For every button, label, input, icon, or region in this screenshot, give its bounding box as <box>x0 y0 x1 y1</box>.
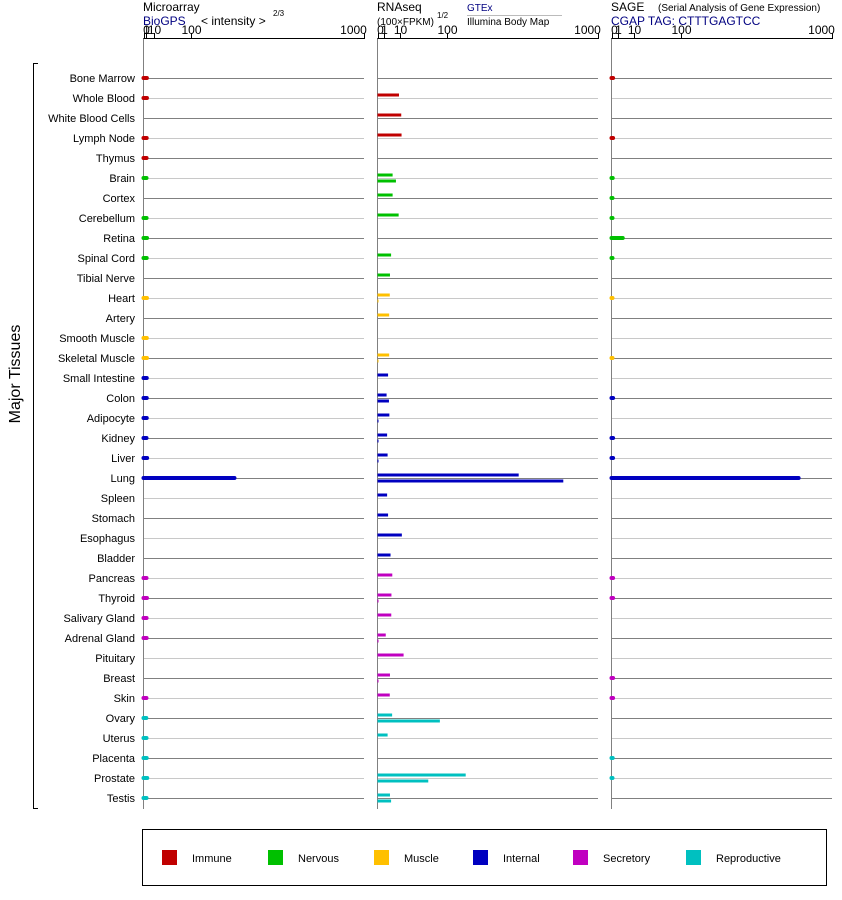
tissue-label-prostate: Prostate <box>94 773 135 785</box>
microarray-source-link[interactable]: BioGPS <box>143 14 186 28</box>
tissue-label-skin: Skin <box>114 693 135 705</box>
tissue-label-thyroid: Thyroid <box>98 593 135 605</box>
sage-tick-label: 0 <box>611 23 618 37</box>
microarray-tick-label: 100 <box>181 23 201 37</box>
legend-label-internal: Internal <box>503 853 540 865</box>
tissue-label-white-blood-cells: White Blood Cells <box>48 113 135 125</box>
tissue-label-breast: Breast <box>103 673 135 685</box>
legend-box <box>142 829 827 886</box>
microarray-tick-label: 1000 <box>340 23 367 37</box>
rnaseq-tick-label: 0 <box>377 23 384 37</box>
tissue-label-spinal-cord: Spinal Cord <box>78 253 135 265</box>
legend-label-secretory: Secretory <box>603 853 651 865</box>
rnaseq-tick-label: 100 <box>437 23 457 37</box>
tissue-label-heart: Heart <box>108 293 135 305</box>
tissue-label-esophagus: Esophagus <box>80 533 136 545</box>
tissue-label-thymus: Thymus <box>96 153 136 165</box>
rnaseq-tick-label: 1 <box>381 23 388 37</box>
rnaseq-scale-exponent: 1/2 <box>437 11 449 20</box>
y-axis-bracket <box>33 63 38 809</box>
panel-rnaseq: 01 10 100 1000 <box>377 23 601 809</box>
legend-swatch-nervous <box>268 850 283 865</box>
tissue-label-cerebellum: Cerebellum <box>79 213 135 225</box>
tissue-label-stomach: Stomach <box>92 513 135 525</box>
legend-swatch-secretory <box>573 850 588 865</box>
rnaseq-tick-label: 10 <box>394 23 408 37</box>
tissue-label-smooth-muscle: Smooth Muscle <box>59 333 135 345</box>
legend-swatch-muscle <box>374 850 389 865</box>
legend-label-muscle: Muscle <box>404 853 439 865</box>
tissue-label-ovary: Ovary <box>106 713 136 725</box>
gtex-link[interactable]: GTEx <box>467 3 493 14</box>
microarray-title: Microarray <box>143 0 200 14</box>
tissue-label-cortex: Cortex <box>103 193 136 205</box>
microarray-scale-exponent: 2/3 <box>273 9 285 18</box>
sage-tick-label: 100 <box>671 23 691 37</box>
tissue-label-tibial-nerve: Tibial Nerve <box>77 273 135 285</box>
tissue-label-whole-blood: Whole Blood <box>73 93 135 105</box>
tissue-label-kidney: Kidney <box>101 433 135 445</box>
sage-title: SAGE <box>611 0 644 14</box>
tissue-label-adipocyte: Adipocyte <box>87 413 135 425</box>
tissue-label-pituitary: Pituitary <box>95 653 135 665</box>
illumina-body-map-label: Illumina Body Map <box>467 17 550 28</box>
microarray-tick-label: 10 <box>148 23 162 37</box>
tissue-label-lung: Lung <box>111 473 135 485</box>
legend-label-reproductive: Reproductive <box>716 853 781 865</box>
legend-swatch-reproductive <box>686 850 701 865</box>
panel-sage: 01 10 100 1000 <box>609 23 835 809</box>
microarray-tick-label: 0 <box>143 23 150 37</box>
microarray-scale-note: < intensity > <box>201 14 266 28</box>
tissue-label-uterus: Uterus <box>103 733 136 745</box>
tissue-label-bladder: Bladder <box>97 553 135 565</box>
sage-tick-label: 1000 <box>808 23 835 37</box>
tissue-label-colon: Colon <box>106 393 135 405</box>
legend-label-nervous: Nervous <box>298 853 339 865</box>
tissue-label-retina: Retina <box>103 233 136 245</box>
legend: Immune Nervous Muscle Internal Secretory Repr… <box>162 850 781 865</box>
tissue-label-bone-marrow: Bone Marrow <box>70 73 135 85</box>
tissue-label-small-intestine: Small Intestine <box>63 373 135 385</box>
tissue-label-adrenal-gland: Adrenal Gland <box>65 633 135 645</box>
tissue-label-placenta: Placenta <box>92 753 136 765</box>
rnaseq-title: RNAseq <box>377 0 422 14</box>
tissue-label-salivary-gland: Salivary Gland <box>63 613 135 625</box>
sage-tick-label: 1 <box>615 23 622 37</box>
tissue-label-pancreas: Pancreas <box>89 573 136 585</box>
legend-swatch-internal <box>473 850 488 865</box>
tissue-label-testis: Testis <box>107 793 136 805</box>
legend-label-immune: Immune <box>192 853 232 865</box>
rnaseq-tick-label: 1000 <box>574 23 601 37</box>
rnaseq-unit: (100×FPKM) <box>377 17 434 28</box>
tissue-labels: Bone Marrow Whole Blood White Blood Cells L… <box>48 73 136 805</box>
tissue-label-skeletal-muscle: Skeletal Muscle <box>58 353 135 365</box>
tissue-label-lymph-node: Lymph Node <box>73 133 135 145</box>
legend-swatch-immune <box>162 850 177 865</box>
sage-tick-label: 10 <box>628 23 642 37</box>
tissue-label-brain: Brain <box>109 173 135 185</box>
sage-subtitle: (Serial Analysis of Gene Expression) <box>658 3 820 14</box>
tissue-label-liver: Liver <box>111 453 135 465</box>
microarray-tick-label: 1 <box>143 23 150 37</box>
sage-tag-link[interactable]: CGAP TAG: CTTTGAGTCC <box>611 14 761 28</box>
tissue-label-artery: Artery <box>106 313 136 325</box>
y-axis-label: Major Tissues <box>7 325 24 424</box>
tissue-label-spleen: Spleen <box>101 493 135 505</box>
